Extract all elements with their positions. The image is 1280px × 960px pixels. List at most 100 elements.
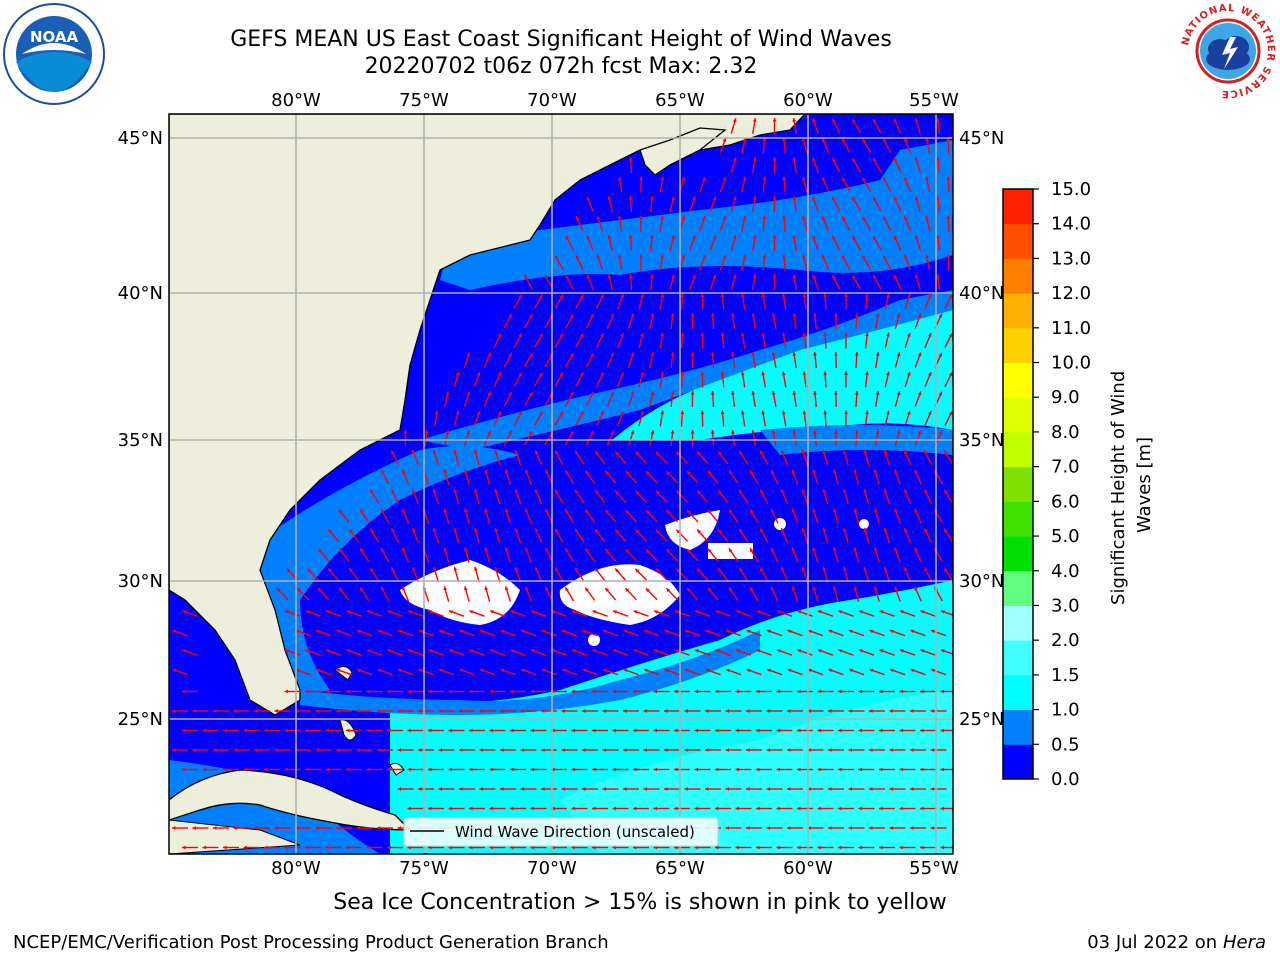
wave-direction-arrowhead <box>617 215 622 220</box>
wave-direction-arrowhead <box>545 508 549 513</box>
wave-direction-arrowhead <box>781 450 785 455</box>
wave-direction-arrowhead <box>655 529 660 534</box>
lon-label-bottom: 65°W <box>655 858 705 879</box>
wave-direction-arrowhead <box>680 371 685 376</box>
wave-direction-arrowhead <box>497 372 502 377</box>
wave-direction-arrowhead <box>781 332 786 337</box>
wave-direction-arrowhead <box>940 728 944 733</box>
wave-direction-arrowhead <box>873 197 877 201</box>
wave-direction-arrowhead <box>813 313 817 317</box>
wave-direction-arrowhead <box>623 629 628 634</box>
wave-direction-arrowhead <box>664 787 668 791</box>
wave-direction-arrowhead <box>510 767 514 772</box>
wave-direction-arrowhead <box>944 450 948 455</box>
wave-direction-arrowhead <box>530 767 534 772</box>
wave-direction-arrowhead <box>459 629 464 634</box>
wave-direction-arrowhead <box>541 748 545 752</box>
wave-direction-arrowhead <box>660 176 665 181</box>
wave-direction-arrowhead <box>459 787 463 791</box>
colorbar-swatch <box>1003 536 1033 572</box>
calm-patch <box>400 560 520 625</box>
wave-direction-arrowhead <box>525 547 529 552</box>
wave-direction-arrowhead <box>489 767 493 772</box>
wave-direction-arrowhead <box>823 410 828 415</box>
wave-direction-arrowhead <box>366 767 370 772</box>
wave-direction-arrowhead <box>838 845 842 850</box>
wave-direction-arrowhead <box>797 767 801 772</box>
wave-direction-arrowhead <box>700 332 705 337</box>
wave-direction-arrowhead <box>712 274 717 279</box>
wave-direction-arrowhead <box>844 293 848 297</box>
wave-direction-arrowhead <box>700 293 705 298</box>
wave-direction-arrowhead <box>518 372 522 377</box>
wave-direction-arrowhead <box>284 845 288 850</box>
wave-direction-arrowhead <box>883 527 888 532</box>
wave-direction-arrowhead <box>889 826 893 830</box>
colorbar-tick-label: 7.0 <box>1051 457 1080 478</box>
wave-direction-arrowhead <box>792 118 797 122</box>
wave-direction-arrowhead <box>644 668 648 673</box>
wave-direction-arrowhead <box>776 689 780 694</box>
wave-direction-arrowhead <box>674 610 679 614</box>
wave-direction-arrowhead <box>660 410 665 415</box>
wave-direction-arrowhead <box>920 649 925 653</box>
wave-direction-arrowhead <box>801 449 806 454</box>
wave-direction-arrowhead <box>886 410 890 415</box>
wave-direction-arrowhead <box>664 709 668 713</box>
wave-direction-arrowhead <box>356 709 360 713</box>
wave-direction-arrowhead <box>812 118 816 123</box>
wave-direction-arrowhead <box>817 845 821 850</box>
wave-direction-arrowhead <box>849 668 853 673</box>
wave-direction-arrowhead <box>571 689 575 694</box>
lon-label-top: 60°W <box>783 90 833 111</box>
colorbar-tick-label: 11.0 <box>1051 318 1091 339</box>
wave-direction-arrowhead <box>770 469 775 474</box>
wave-direction-arrowhead <box>756 649 761 653</box>
wave-direction-arrowhead <box>645 588 650 593</box>
wave-direction-arrowhead <box>497 333 502 338</box>
wave-direction-arrowhead <box>489 806 493 811</box>
wave-direction-arrowhead <box>660 254 665 259</box>
wave-direction-arrowhead <box>873 547 878 552</box>
wave-direction-arrowhead <box>899 728 903 733</box>
colorbar-tick-label: 1.0 <box>1051 700 1080 721</box>
wave-direction-arrowhead <box>787 629 792 634</box>
wave-direction-arrowhead <box>579 333 584 338</box>
wave-direction-arrowhead <box>791 547 796 552</box>
wave-direction-arrowhead <box>600 333 604 338</box>
wave-direction-arrowhead <box>822 566 827 571</box>
wave-direction-arrowhead <box>633 845 637 850</box>
wave-direction-arrowhead <box>762 137 767 142</box>
colorbar-tick-label: 4.0 <box>1051 561 1080 582</box>
noaa-logo-text: NOAA <box>30 28 79 46</box>
wave-direction-arrowhead <box>453 527 458 532</box>
wave-direction-arrowhead <box>531 610 535 614</box>
wave-direction-arrowhead <box>692 235 696 240</box>
wave-direction-arrowhead <box>391 489 395 494</box>
wave-direction-arrowhead <box>284 767 288 772</box>
wave-direction-arrowhead <box>792 157 797 161</box>
wave-direction-arrowhead <box>718 568 722 573</box>
wave-direction-arrowhead <box>772 196 777 200</box>
lat-label-right: 30°N <box>959 571 1004 592</box>
wave-direction-arrowhead <box>925 176 929 181</box>
wave-direction-arrowhead <box>896 430 901 435</box>
wave-direction-arrowhead <box>387 845 391 850</box>
wave-direction-arrowhead <box>782 215 787 220</box>
wave-direction-arrowhead <box>899 767 903 772</box>
wave-direction-arrowhead <box>797 689 801 694</box>
wave-direction-arrowhead <box>432 527 437 532</box>
wave-direction-arrowhead <box>873 508 878 513</box>
wave-direction-arrowhead <box>792 391 797 395</box>
wave-direction-arrowhead <box>579 372 584 377</box>
wave-direction-arrowhead <box>802 254 806 259</box>
wave-direction-arrowhead <box>833 586 837 591</box>
wave-direction-arrowhead <box>628 235 633 239</box>
wave-direction-arrowhead <box>520 709 524 713</box>
wave-direction-arrowhead <box>848 826 852 830</box>
wave-direction-arrowhead <box>904 255 908 259</box>
wave-direction-arrowhead <box>328 529 333 534</box>
wave-direction-arrowhead <box>781 371 786 376</box>
wave-direction-arrowhead <box>316 629 320 634</box>
wave-direction-arrowhead <box>412 450 416 454</box>
